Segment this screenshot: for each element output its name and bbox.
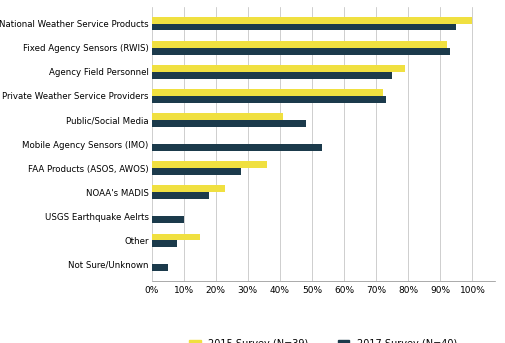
Bar xyxy=(152,144,322,151)
Bar xyxy=(152,96,386,103)
Bar xyxy=(152,89,383,96)
Bar xyxy=(152,120,306,127)
Bar xyxy=(152,168,241,175)
Legend: 2015 Survey (N=39), 2017 Survey (N=40): 2015 Survey (N=39), 2017 Survey (N=40) xyxy=(185,335,462,343)
Bar xyxy=(152,24,457,31)
Bar xyxy=(152,72,392,79)
Bar xyxy=(152,186,225,192)
Bar xyxy=(152,41,447,48)
Bar xyxy=(152,234,199,240)
Bar xyxy=(152,162,267,168)
Bar xyxy=(152,216,184,223)
Bar xyxy=(152,113,283,120)
Bar xyxy=(152,192,209,199)
Bar xyxy=(152,48,450,55)
Bar xyxy=(152,264,168,271)
Bar xyxy=(152,17,473,24)
Bar xyxy=(152,240,177,247)
Bar xyxy=(152,65,405,72)
